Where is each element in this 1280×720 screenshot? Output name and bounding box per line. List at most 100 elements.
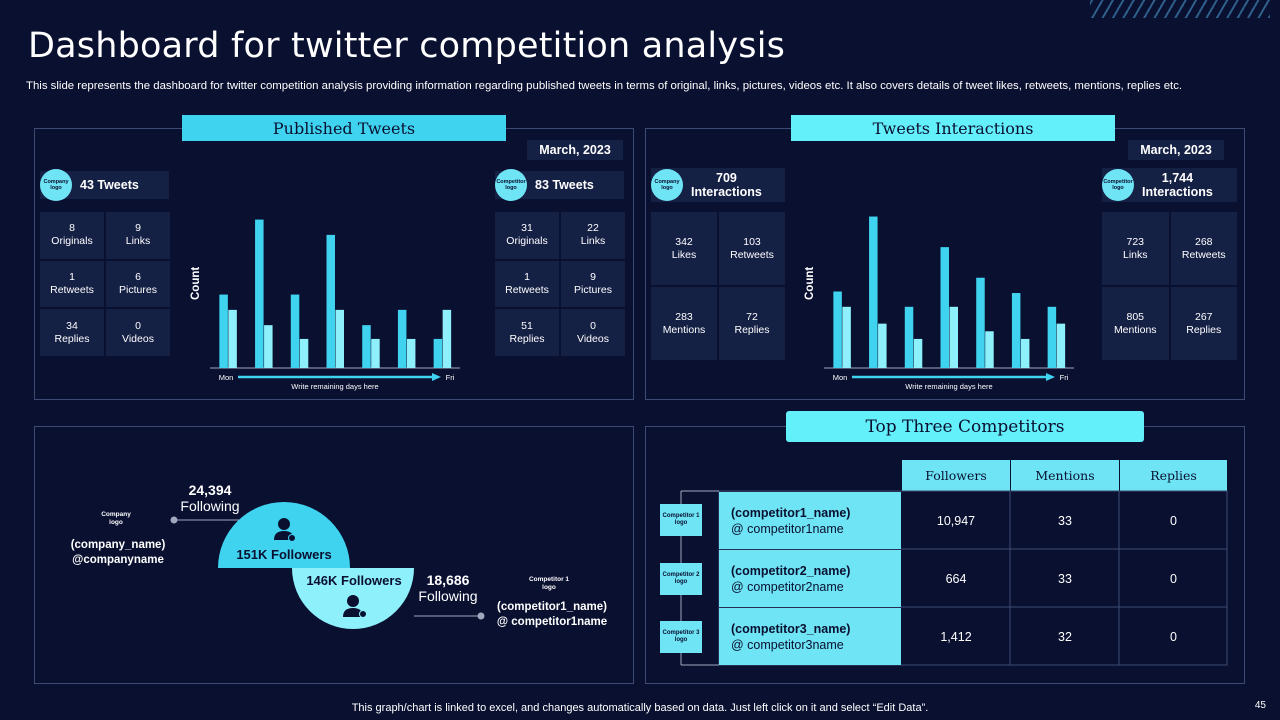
- competitor-interactions-total: 1,744 Interactions: [1142, 171, 1213, 199]
- stat-cell: 1 Retweets: [40, 260, 104, 308]
- company-interactions-total: 709 Interactions: [691, 171, 762, 199]
- competitor-3-logo: Competitor 3 logo: [660, 621, 702, 653]
- bar-2-5[interactable]: [985, 331, 994, 368]
- stat-cell: 9 Pictures: [561, 260, 625, 308]
- bar-2-3[interactable]: [299, 338, 309, 368]
- footer-note: This graph/chart is linked to excel, and…: [351, 702, 929, 714]
- stat-cell: 31 Originals: [495, 212, 559, 259]
- page-subtitle: This slide represents the dashboard for …: [26, 80, 1183, 92]
- bar-1-6[interactable]: [1011, 293, 1021, 368]
- company-logo: Company logo: [651, 169, 683, 201]
- competitor-name: (competitor1_name): [497, 601, 607, 613]
- page-title: Dashboard for twitter competition analys…: [28, 26, 786, 66]
- page-number: 45: [1254, 700, 1266, 711]
- bar-1-7[interactable]: [433, 338, 443, 368]
- stat-cell: 268 Retweets: [1170, 212, 1237, 285]
- x-end-label: Fri: [446, 373, 455, 382]
- user-icon: [274, 518, 296, 542]
- bar-1-5[interactable]: [362, 325, 371, 368]
- x-arrow-head: [1046, 373, 1055, 381]
- cell-replies: 0: [1170, 571, 1177, 586]
- bar-2-1[interactable]: [842, 306, 851, 368]
- stat-cell: 723 Links: [1102, 212, 1169, 285]
- stat-cell: 103 Retweets: [719, 212, 785, 285]
- tweets-interactions-chart[interactable]: Count Mon Fri Write remaining days here: [804, 210, 1084, 395]
- bar-1-1[interactable]: [219, 294, 228, 368]
- stat-cell: 72 Replies: [719, 287, 785, 360]
- bar-1-3[interactable]: [290, 294, 300, 368]
- company-tweets-header: Company logo 43 Tweets: [40, 169, 169, 201]
- bar-2-7[interactable]: [1056, 323, 1066, 368]
- bar-2-6[interactable]: [1020, 338, 1030, 368]
- stat-cell: 267 Replies: [1170, 287, 1237, 360]
- bar-2-4[interactable]: [335, 309, 345, 368]
- bar-2-2[interactable]: [878, 323, 887, 368]
- bar-chart-svg: Mon Fri Write remaining days here: [210, 219, 460, 391]
- competitor-followers-count: 146K Followers: [306, 573, 402, 588]
- x-axis-label: Write remaining days here: [291, 382, 378, 391]
- bar-2-2[interactable]: [264, 325, 273, 368]
- company-tweets-grid: 8 Originals 9 Links 1 Retweets 6 Pictures 34…: [40, 212, 170, 356]
- bar-2-7[interactable]: [442, 309, 452, 368]
- tweets-interactions-banner: Tweets Interactions: [791, 115, 1115, 141]
- col-header-replies: Replies: [1120, 460, 1227, 491]
- cell-mentions: 32: [1058, 629, 1072, 644]
- connector-dot: [477, 612, 485, 620]
- bar-1-5[interactable]: [976, 277, 985, 368]
- bar-2-4[interactable]: [949, 306, 959, 368]
- published-tweets-banner: Published Tweets: [182, 115, 506, 141]
- bar-1-2[interactable]: [869, 216, 878, 368]
- company-following: 24,394 Following: [180, 482, 240, 514]
- company-tweets-total: 43 Tweets: [80, 178, 139, 192]
- company-interactions-header: Company logo 709 Interactions: [651, 168, 785, 202]
- competitor-row-name: (competitor1_name) @ competitor1name: [719, 492, 901, 549]
- stat-cell: 22 Links: [561, 212, 625, 259]
- company-logo: Company logo: [40, 169, 72, 201]
- cell-followers: 664: [945, 571, 967, 586]
- stat-cell: 6 Pictures: [106, 260, 170, 308]
- bar-1-1[interactable]: [833, 291, 842, 369]
- competitor-row-name: (competitor2_name) @ competitor2name: [719, 550, 901, 607]
- published-tweets-chart[interactable]: Count Mon Fri Write remaining days here: [190, 210, 470, 395]
- competitor-interactions-header: Competitor logo 1,744 Interactions: [1102, 168, 1237, 202]
- user-add-icon: [343, 595, 367, 618]
- stat-cell: 0 Videos: [106, 309, 170, 356]
- bar-1-6[interactable]: [397, 309, 407, 368]
- x-axis-label: Write remaining days here: [905, 382, 992, 391]
- company-handle: @companyname: [72, 554, 164, 566]
- stat-cell: 283 Mentions: [651, 287, 717, 360]
- stat-cell: 34 Replies: [40, 309, 104, 356]
- cell-replies: 0: [1170, 629, 1177, 644]
- bar-1-4[interactable]: [940, 247, 950, 368]
- bar-2-6[interactable]: [406, 338, 416, 368]
- stat-cell: 1 Retweets: [495, 260, 559, 308]
- bar-2-3[interactable]: [913, 338, 923, 368]
- competitor-following: 18,686 Following: [418, 572, 478, 604]
- competitor-tweets-total: 83 Tweets: [535, 178, 594, 192]
- col-header-mentions: Mentions: [1011, 460, 1119, 491]
- bar-1-3[interactable]: [904, 306, 914, 368]
- competitor-row-name: (competitor3_name) @ competitor3name: [719, 608, 901, 665]
- stat-cell: 9 Links: [106, 212, 170, 259]
- competitor-handle: @ competitor1name: [496, 616, 608, 628]
- competitors-banner: Top Three Competitors: [786, 411, 1144, 442]
- competitor-1-logo: Competitor 1 logo: [660, 504, 702, 536]
- company-followers-count: 151K Followers: [236, 547, 332, 562]
- competitor-interactions-grid: 723 Links 268 Retweets 805 Mentions 267 Repl…: [1102, 212, 1237, 360]
- x-start-label: Mon: [219, 373, 234, 382]
- x-arrow-head: [432, 373, 441, 381]
- cell-mentions: 33: [1058, 513, 1072, 528]
- bar-2-1[interactable]: [228, 309, 237, 368]
- stat-cell: 51 Replies: [495, 309, 559, 356]
- bar-1-7[interactable]: [1047, 306, 1057, 368]
- competitor-tweets-header: Competitor logo 83 Tweets: [495, 169, 624, 201]
- x-start-label: Mon: [833, 373, 848, 382]
- cell-followers: 1,412: [940, 629, 972, 644]
- x-end-label: Fri: [1060, 373, 1069, 382]
- published-date: March, 2023: [527, 140, 623, 160]
- bar-1-4[interactable]: [326, 234, 336, 368]
- interactions-date: March, 2023: [1128, 140, 1224, 160]
- company-interactions-grid: 342 Likes 103 Retweets 283 Mentions 72 Repli…: [651, 212, 785, 360]
- bar-2-5[interactable]: [371, 338, 380, 368]
- bar-1-2[interactable]: [255, 219, 264, 368]
